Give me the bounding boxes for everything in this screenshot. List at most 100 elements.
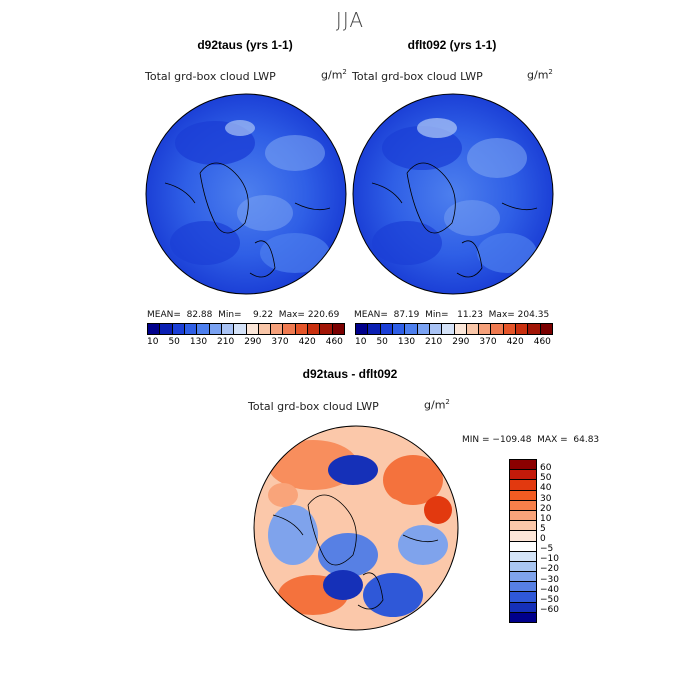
colorbar-tick-label: 210	[425, 337, 443, 347]
diff-colorbar-swatch	[510, 521, 536, 532]
colorbar-tick-label: 210	[217, 337, 235, 347]
colorbar-swatch	[380, 324, 393, 334]
diff-colorbar-label: 5	[540, 523, 546, 534]
colorbar-swatch	[454, 324, 467, 334]
colorbar-swatch	[221, 324, 235, 334]
colorbar-swatch	[246, 324, 259, 334]
colorbar-swatch	[516, 324, 529, 334]
diff-colorbar-swatch	[510, 510, 536, 522]
colorbar-1	[147, 323, 345, 335]
diff-units: g/m2	[424, 398, 450, 412]
panel-2-stats: MEAN= 87.19 Min= 11.23 Max= 204.35	[354, 310, 550, 320]
colorbar-swatch	[332, 324, 344, 334]
colorbar-swatch	[209, 324, 222, 334]
colorbar-swatch	[491, 324, 504, 334]
diff-minmax: MIN = −109.48 MAX = 64.83	[462, 435, 600, 445]
diff-colorbar-label: 40	[540, 483, 552, 494]
diff-colorbar-swatch	[510, 460, 536, 471]
diff-colorbar-swatch	[510, 612, 536, 622]
diff-colorbar-label: 60	[540, 463, 552, 474]
season-title: JJA	[335, 8, 365, 32]
colorbar-swatch	[405, 324, 418, 334]
colorbar-swatch	[442, 324, 455, 334]
diff-colorbar-swatch	[510, 470, 536, 481]
panel-2-units: g/m2	[527, 68, 553, 82]
colorbar-swatch	[479, 324, 492, 334]
diff-colorbar-swatch	[510, 592, 536, 603]
colorbar-swatch	[540, 324, 552, 334]
diff-variable-label: Total grd-box cloud LWP	[248, 400, 379, 413]
diff-colorbar-label: −40	[540, 584, 559, 595]
colorbar-tick-label: 50	[376, 337, 388, 347]
panel-1-polar-map	[145, 93, 347, 295]
colorbar-tick-label: 460	[325, 337, 343, 347]
colorbar-2-ticks: 10 50 130 210 290 370 420 460	[355, 337, 551, 347]
diff-colorbar-label: −10	[540, 554, 559, 565]
colorbar-swatch	[392, 324, 406, 334]
diff-colorbar-swatch	[510, 572, 536, 583]
colorbar-swatch	[295, 324, 309, 334]
diff-colorbar-label: 20	[540, 503, 552, 514]
colorbar-swatch	[320, 324, 333, 334]
colorbar-swatch	[308, 324, 321, 334]
diff-polar-map	[253, 425, 459, 631]
diff-colorbar-swatch	[510, 531, 536, 542]
diff-colorbar-label: 0	[540, 534, 546, 544]
colorbar-2	[355, 323, 553, 335]
diff-colorbar-labels: 60 50 40 30 20 10 5 0 −5 −10 −20 −30 −40 −50 −60	[540, 459, 580, 621]
colorbar-swatch	[503, 324, 517, 334]
colorbar-tick-label: 130	[189, 337, 208, 347]
colorbar-tick-label: 130	[397, 337, 416, 347]
diff-colorbar	[509, 459, 537, 623]
diff-colorbar-label: 10	[540, 513, 552, 524]
colorbar-tick-label: 460	[533, 337, 551, 347]
colorbar-swatch	[197, 324, 210, 334]
colorbar-1-ticks: 10 50 130 210 290 370 420 460	[147, 337, 343, 347]
colorbar-tick-label: 420	[506, 337, 524, 347]
colorbar-tick-label: 420	[298, 337, 316, 347]
panel-1-units: g/m2	[321, 68, 347, 82]
diff-title: d92taus - dflt092	[302, 367, 398, 381]
panel-1-stats: MEAN= 82.88 Min= 9.22 Max= 220.69	[147, 310, 340, 320]
diff-colorbar-swatch	[510, 561, 536, 573]
diff-colorbar-swatch	[510, 602, 536, 613]
colorbar-swatch	[368, 324, 381, 334]
diff-colorbar-swatch	[510, 480, 536, 491]
diff-colorbar-label: 30	[540, 493, 552, 504]
colorbar-swatch	[184, 324, 198, 334]
diff-colorbar-label: −30	[540, 574, 559, 585]
panel-1-variable-label: Total grd-box cloud LWP	[145, 70, 276, 83]
colorbar-swatch	[528, 324, 541, 334]
colorbar-tick-label: 290	[452, 337, 470, 347]
colorbar-swatch	[172, 324, 185, 334]
colorbar-tick-label: 290	[244, 337, 262, 347]
colorbar-swatch	[356, 324, 369, 334]
diff-colorbar-label: −20	[540, 564, 559, 575]
colorbar-swatch	[234, 324, 247, 334]
diff-colorbar-swatch	[510, 500, 536, 511]
colorbar-swatch	[258, 324, 272, 334]
panel-1-title: d92taus (yrs 1-1)	[197, 38, 293, 52]
colorbar-swatch	[160, 324, 173, 334]
diff-colorbar-swatch	[510, 582, 536, 593]
diff-colorbar-label: 50	[540, 473, 552, 484]
colorbar-swatch	[283, 324, 296, 334]
colorbar-swatch	[271, 324, 284, 334]
colorbar-tick-label: 370	[271, 337, 289, 347]
colorbar-tick-label: 50	[168, 337, 180, 347]
panel-2-title: dflt092 (yrs 1-1)	[407, 38, 497, 52]
colorbar-swatch	[148, 324, 161, 334]
colorbar-tick-label: 10	[147, 337, 159, 347]
colorbar-swatch	[429, 324, 443, 334]
diff-colorbar-swatch	[510, 551, 536, 562]
colorbar-tick-label: 370	[479, 337, 497, 347]
diff-colorbar-label: −60	[540, 604, 559, 615]
panel-2-variable-label: Total grd-box cloud LWP	[352, 70, 483, 83]
diff-colorbar-label: −5	[540, 544, 554, 555]
panel-2-polar-map	[352, 93, 554, 295]
diff-colorbar-swatch	[510, 490, 536, 501]
diff-colorbar-swatch	[510, 541, 536, 552]
colorbar-swatch	[466, 324, 480, 334]
colorbar-swatch	[417, 324, 430, 334]
diff-colorbar-label: −50	[540, 594, 559, 605]
